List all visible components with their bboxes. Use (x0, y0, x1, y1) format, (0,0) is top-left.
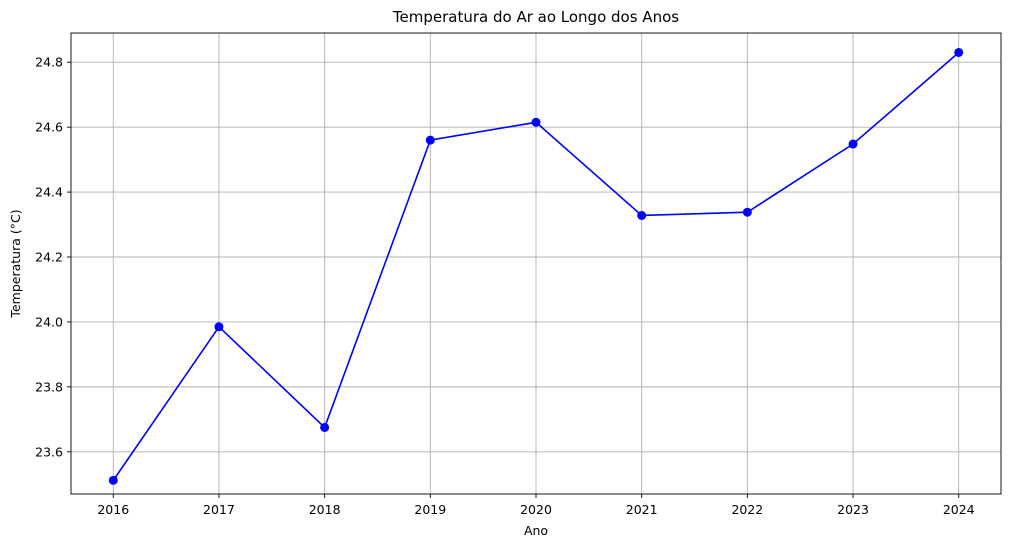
x-tick-label: 2016 (97, 502, 129, 517)
data-series (108, 47, 964, 485)
y-tick-label: 24.4 (35, 185, 63, 200)
y-tick-label: 23.8 (35, 379, 63, 394)
data-point (848, 139, 858, 149)
data-point (954, 47, 964, 57)
x-tick-label: 2020 (520, 502, 552, 517)
x-tick-label: 2021 (626, 502, 658, 517)
x-tick-label: 2017 (203, 502, 235, 517)
y-axis-label: Temperatura (°C) (8, 209, 23, 318)
x-axis-label: Ano (524, 523, 548, 538)
y-tick-label: 23.6 (35, 444, 63, 459)
x-tick-label: 2022 (731, 502, 763, 517)
data-point (637, 210, 647, 220)
y-tick-label: 24.8 (35, 55, 63, 70)
data-point (108, 475, 118, 485)
data-point (320, 422, 330, 432)
y-tick-label: 24.2 (35, 250, 63, 265)
x-axis: 2016 2017 2018 2019 2020 2021 2022 2023 2024 (97, 494, 975, 517)
chart-title: Temperatura do Ar ao Longo dos Anos (392, 8, 679, 26)
x-tick-label: 2018 (309, 502, 341, 517)
data-point (531, 117, 541, 127)
x-tick-label: 2024 (943, 502, 975, 517)
y-axis: 23.6 23.8 24.0 24.2 24.4 24.6 24.8 (35, 55, 71, 459)
y-tick-label: 24.0 (35, 314, 63, 329)
data-point (214, 322, 224, 332)
data-point (742, 207, 752, 217)
x-tick-label: 2023 (837, 502, 869, 517)
grid (71, 33, 1001, 494)
x-tick-label: 2019 (414, 502, 446, 517)
data-point (425, 135, 435, 145)
y-tick-label: 24.6 (35, 120, 63, 135)
